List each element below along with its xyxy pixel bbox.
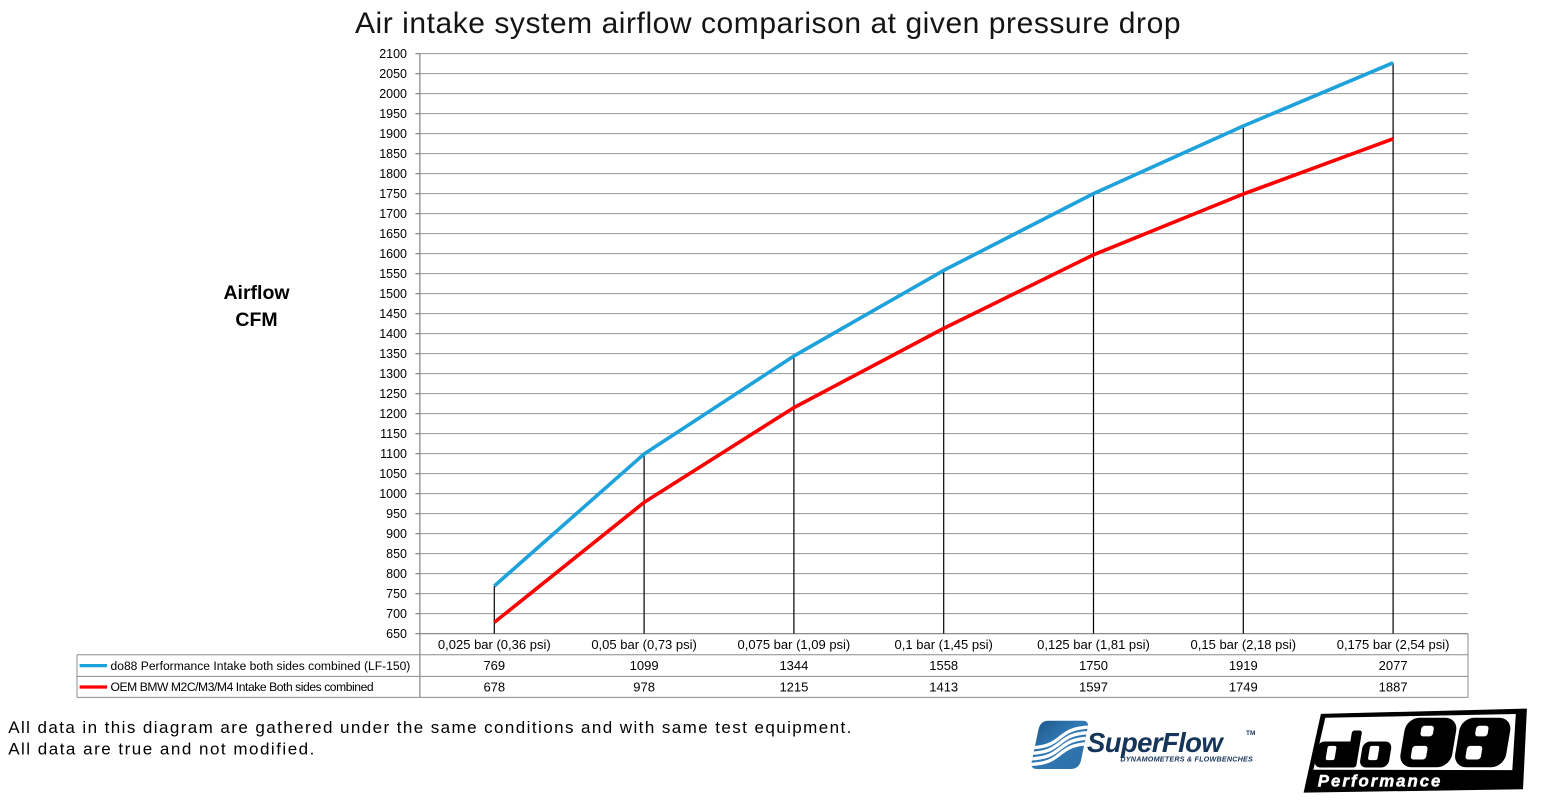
svg-text:1700: 1700	[379, 207, 407, 221]
svg-text:1300: 1300	[379, 367, 407, 381]
svg-text:769: 769	[483, 658, 505, 673]
svg-text:1250: 1250	[379, 387, 407, 401]
svg-text:2050: 2050	[379, 67, 407, 81]
svg-text:700: 700	[386, 607, 407, 621]
svg-text:do88 Performance Intake both s: do88 Performance Intake both sides combi…	[111, 659, 411, 673]
svg-text:0,125 bar (1,81 psi): 0,125 bar (1,81 psi)	[1037, 637, 1150, 652]
svg-text:SuperFlow: SuperFlow	[1087, 727, 1224, 758]
svg-text:1215: 1215	[779, 679, 808, 694]
svg-text:1500: 1500	[379, 287, 407, 301]
svg-text:Airflow: Airflow	[223, 282, 290, 304]
svg-text:0,1 bar (1,45 psi): 0,1 bar (1,45 psi)	[895, 637, 993, 652]
svg-text:1099: 1099	[630, 658, 659, 673]
svg-text:All data in this diagram are g: All data in this diagram are gathered un…	[8, 718, 853, 737]
svg-text:1450: 1450	[379, 307, 407, 321]
svg-text:1600: 1600	[379, 247, 407, 261]
svg-text:2100: 2100	[379, 47, 407, 61]
svg-text:978: 978	[633, 679, 655, 694]
svg-text:2000: 2000	[379, 87, 407, 101]
svg-text:750: 750	[386, 587, 407, 601]
svg-text:1749: 1749	[1229, 679, 1258, 694]
svg-text:0,025 bar (0,36 psi): 0,025 bar (0,36 psi)	[438, 637, 551, 652]
svg-text:1750: 1750	[379, 187, 407, 201]
svg-text:850: 850	[386, 547, 407, 561]
svg-text:DYNAMOMETERS & FLOWBENCHES: DYNAMOMETERS & FLOWBENCHES	[1120, 754, 1253, 763]
svg-text:1900: 1900	[379, 127, 407, 141]
svg-text:1413: 1413	[929, 679, 958, 694]
svg-text:All data are true and not modi: All data are true and not modified.	[8, 740, 316, 759]
svg-text:1919: 1919	[1229, 658, 1258, 673]
svg-text:CFM: CFM	[235, 309, 277, 331]
svg-text:0,075 bar (1,09 psi): 0,075 bar (1,09 psi)	[738, 637, 851, 652]
svg-text:1400: 1400	[379, 327, 407, 341]
svg-text:950: 950	[386, 507, 407, 521]
svg-text:1850: 1850	[379, 147, 407, 161]
svg-text:1887: 1887	[1379, 679, 1408, 694]
svg-text:1100: 1100	[380, 447, 407, 461]
svg-text:Air intake system airflow comp: Air intake system airflow comparison at …	[355, 7, 1181, 40]
svg-text:2077: 2077	[1379, 658, 1408, 673]
svg-text:1950: 1950	[379, 107, 407, 121]
svg-text:1750: 1750	[1079, 658, 1108, 673]
svg-text:TM: TM	[1246, 730, 1255, 737]
svg-text:1050: 1050	[379, 467, 407, 481]
svg-text:1650: 1650	[379, 227, 407, 241]
svg-text:1550: 1550	[379, 267, 407, 281]
svg-text:1558: 1558	[929, 658, 958, 673]
svg-text:0,05 bar (0,73 psi): 0,05 bar (0,73 psi)	[591, 637, 697, 652]
svg-text:650: 650	[386, 627, 407, 641]
svg-text:Performance: Performance	[1318, 772, 1443, 791]
svg-text:800: 800	[386, 567, 407, 581]
svg-text:900: 900	[386, 527, 407, 541]
svg-text:OEM BMW M2C/M3/M4 Intake Both: OEM BMW M2C/M3/M4 Intake Both sides comb…	[111, 680, 374, 694]
svg-text:1200: 1200	[379, 407, 407, 421]
svg-text:1350: 1350	[379, 347, 407, 361]
svg-text:678: 678	[483, 679, 505, 694]
svg-text:0,15 bar (2,18 psi): 0,15 bar (2,18 psi)	[1191, 637, 1297, 652]
svg-text:1800: 1800	[379, 167, 407, 181]
svg-text:1150: 1150	[380, 427, 407, 441]
svg-text:1344: 1344	[779, 658, 808, 673]
svg-text:1000: 1000	[379, 487, 407, 501]
svg-text:1597: 1597	[1079, 679, 1108, 694]
svg-text:0,175 bar (2,54 psi): 0,175 bar (2,54 psi)	[1337, 637, 1450, 652]
